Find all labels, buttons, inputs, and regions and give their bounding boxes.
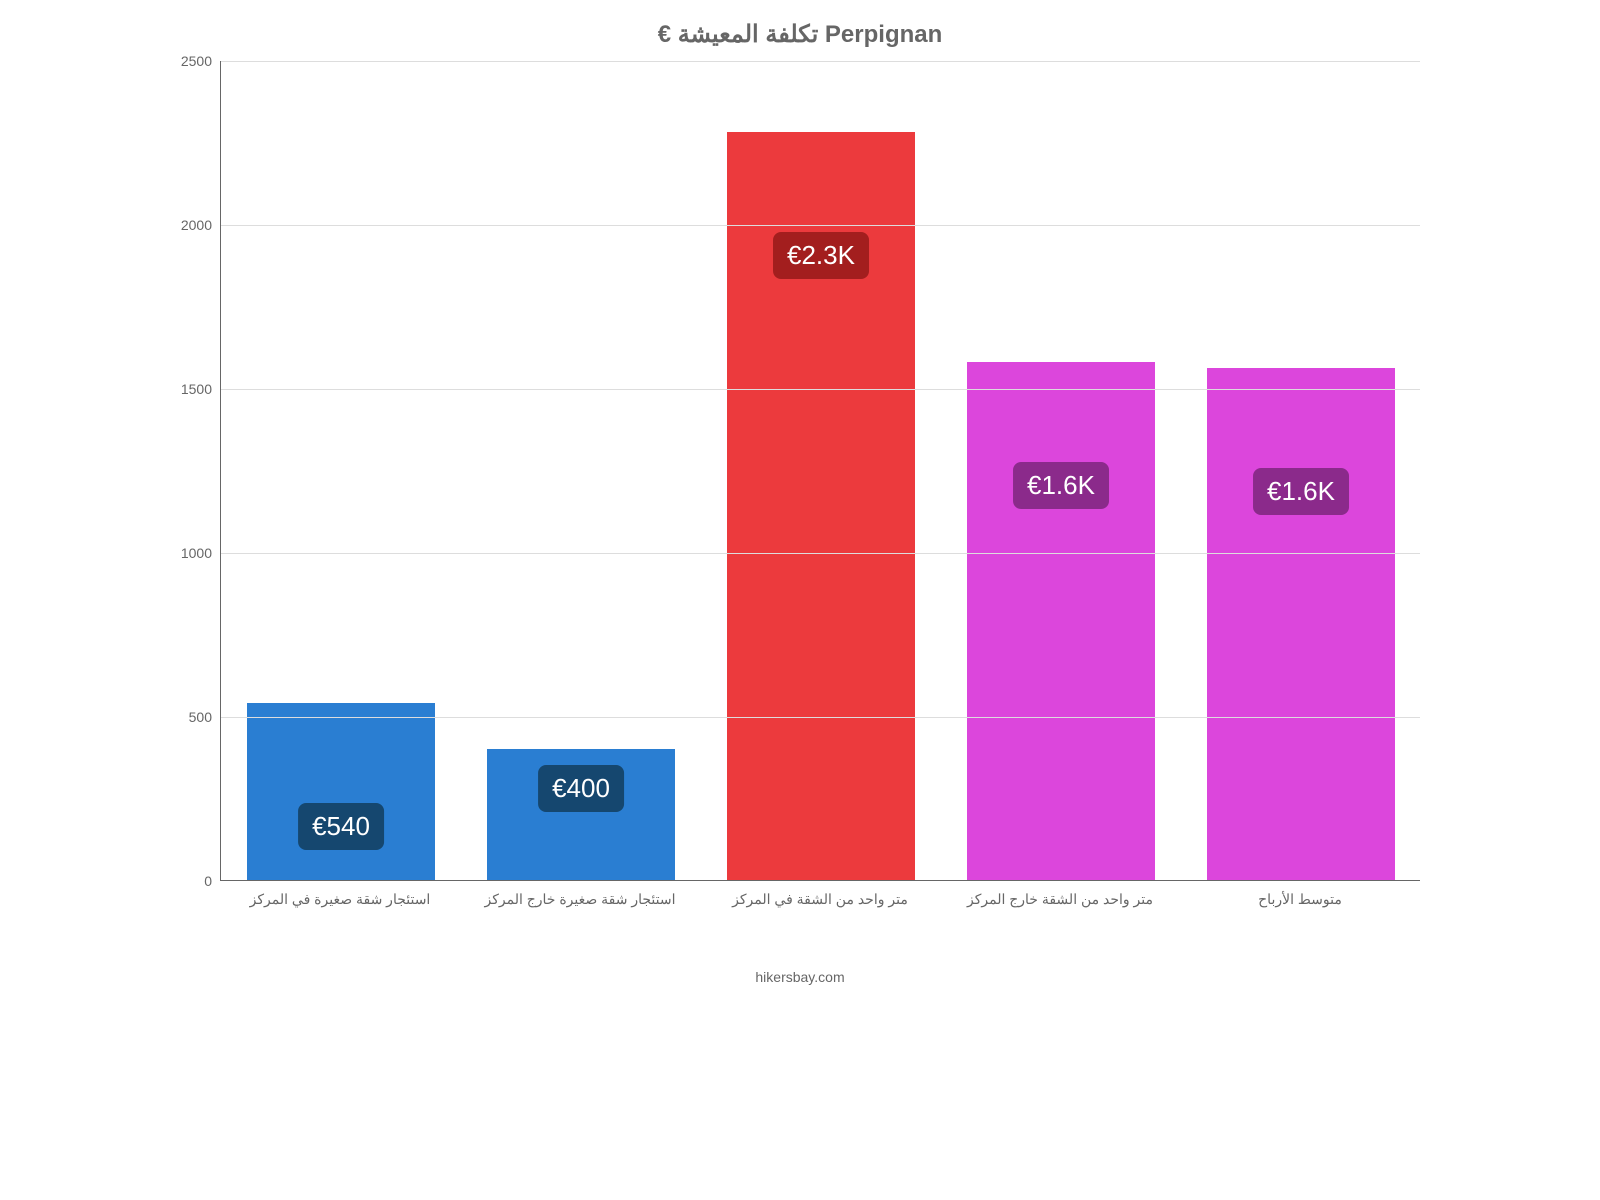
y-tick-label: 1000 [181, 545, 212, 561]
value-badge: €1.6K [1013, 462, 1109, 509]
gridline [221, 389, 1420, 390]
y-tick-label: 1500 [181, 381, 212, 397]
value-badge: €540 [298, 803, 384, 850]
x-tick-label: استئجار شقة صغيرة خارج المركز [460, 891, 700, 908]
plot-row: 05001000150020002500 €540€400€2.3K€1.6K€… [160, 61, 1440, 881]
x-tick-label: استئجار شقة صغيرة في المركز [220, 891, 460, 908]
gridline [221, 717, 1420, 718]
y-axis-labels: 05001000150020002500 [160, 61, 220, 881]
value-badge: €400 [538, 765, 624, 812]
y-tick-label: 500 [189, 709, 212, 725]
gridline [221, 225, 1420, 226]
gridline [221, 61, 1420, 62]
x-tick-label: متر واحد من الشقة خارج المركز [940, 891, 1180, 908]
bar: €1.6K [1207, 368, 1394, 880]
bar: €400 [487, 749, 674, 880]
bar: €540 [247, 703, 434, 880]
plot-area: €540 €400 €2.3K €1.6K €1.6K [220, 61, 1420, 881]
y-tick-label: 2000 [181, 217, 212, 233]
y-tick-label: 2500 [181, 53, 212, 69]
bars-container: €540 €400 €2.3K €1.6K €1.6K [221, 61, 1420, 880]
chart-title: € تكلفة المعيشة Perpignan [160, 20, 1440, 49]
x-tick-label: متوسط الأرباح [1180, 891, 1420, 908]
x-axis-labels: استئجار شقة صغيرة في المركزاستئجار شقة ص… [220, 881, 1420, 921]
y-tick-label: 0 [204, 873, 212, 889]
bar: €1.6K [967, 362, 1154, 880]
attribution: hikersbay.com [160, 969, 1440, 985]
x-tick-label: متر واحد من الشقة في المركز [700, 891, 940, 908]
gridline [221, 553, 1420, 554]
value-badge: €1.6K [1253, 468, 1349, 515]
value-badge: €2.3K [773, 232, 869, 279]
bar: €2.3K [727, 132, 914, 880]
cost-of-living-chart: € تكلفة المعيشة Perpignan 0 500 1000 1500 20… [160, 20, 1440, 980]
